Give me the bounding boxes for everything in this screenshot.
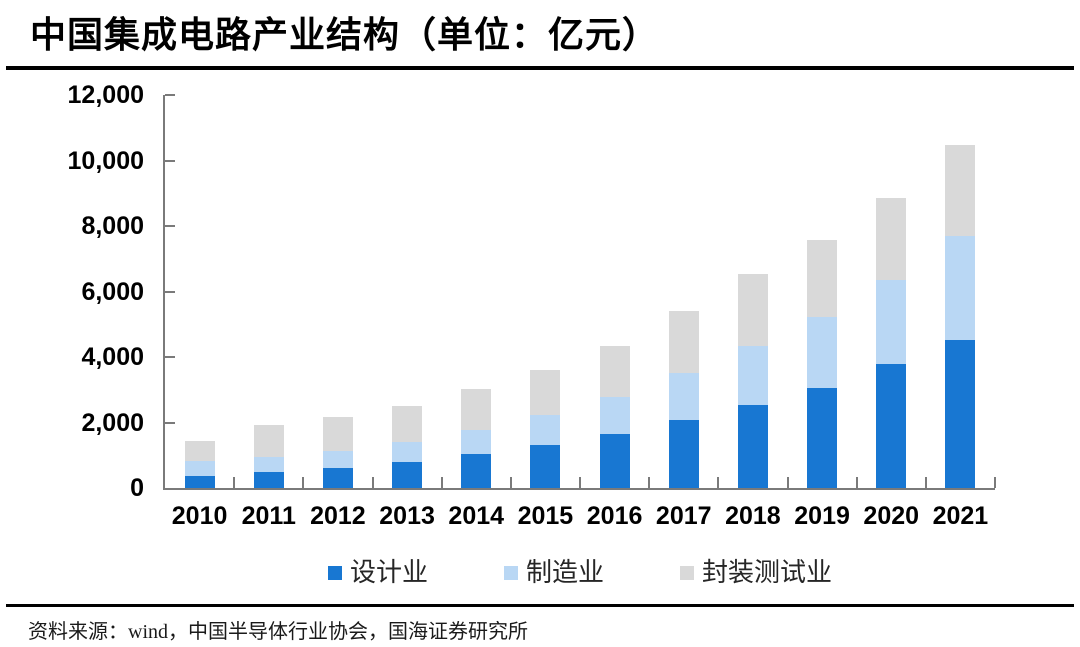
bar-segment-制造业-2012 (322, 451, 353, 468)
x-axis-tick (371, 477, 374, 488)
x-axis-tick (855, 477, 858, 488)
x-axis-tick (233, 477, 236, 488)
y-axis-tick-label: 12,000 (67, 81, 144, 109)
x-axis-tick (648, 477, 651, 488)
bar-segment-封装测试业-2014 (461, 389, 492, 431)
bar-segment-制造业-2018 (737, 345, 768, 406)
y-axis-tick-label: 10,000 (67, 146, 144, 175)
x-axis-tick (509, 477, 512, 488)
y-axis-tick (165, 225, 175, 227)
x-axis-tick (579, 477, 581, 488)
x-axis-label: 2011 (241, 502, 296, 530)
x-axis-tick (924, 477, 927, 488)
bar-segment-设计业-2013 (392, 461, 423, 488)
bar-segment-制造业-2021 (945, 235, 976, 340)
y-axis-tick-label: 6,000 (81, 277, 144, 306)
bar-segment-设计业-2018 (737, 405, 768, 488)
x-axis-tick (440, 477, 443, 488)
chart-title: 中国集成电路产业结构（单位：亿元） (30, 14, 660, 55)
bar-segment-封装测试业-2013 (392, 405, 423, 442)
bar-segment-封装测试业-2021 (945, 145, 976, 236)
y-axis-tick-label: 2,000 (81, 408, 144, 437)
bar-segment-封装测试业-2011 (253, 424, 284, 457)
x-axis-tick (302, 477, 305, 488)
bar-segment-封装测试业-2010 (184, 440, 215, 462)
bar-segment-设计业-2012 (322, 467, 353, 488)
x-axis-tick (717, 477, 720, 488)
bar-segment-制造业-2019 (807, 317, 838, 388)
y-axis-tick (165, 356, 175, 358)
x-axis-label: 2020 (863, 502, 920, 530)
bar-segment-封装测试业-2017 (668, 310, 699, 373)
bar-segment-设计业-2015 (530, 444, 561, 488)
x-axis-label: 2014 (448, 502, 505, 530)
bar-segment-设计业-2020 (876, 364, 907, 488)
x-axis-tick (994, 477, 996, 488)
bar-segment-封装测试业-2019 (807, 240, 838, 318)
bar-segment-制造业-2017 (668, 372, 699, 421)
legend-label: 制造业 (525, 558, 604, 587)
legend-swatch-icon (680, 566, 694, 580)
legend-item: 设计业 (327, 558, 428, 587)
x-axis-label: 2010 (171, 502, 228, 530)
bar-segment-制造业-2020 (876, 280, 907, 365)
x-axis-label: 2012 (310, 502, 366, 530)
bar-segment-制造业-2010 (184, 461, 215, 477)
x-axis-tick (786, 477, 789, 488)
y-axis-tick (165, 94, 175, 96)
y-axis-tick (165, 421, 175, 424)
x-axis-label: 2016 (586, 502, 643, 530)
bar-segment-制造业-2013 (392, 441, 423, 462)
bar-segment-制造业-2014 (461, 430, 492, 454)
legend-item: 制造业 (503, 558, 604, 587)
x-axis-label: 2015 (517, 502, 574, 530)
x-axis-label: 2013 (379, 502, 435, 530)
legend-label: 设计业 (349, 558, 428, 587)
y-axis-line (163, 95, 165, 490)
y-axis-tick (165, 290, 175, 293)
bar-segment-设计业-2016 (599, 434, 630, 488)
bar-segment-制造业-2011 (253, 456, 284, 473)
legend-item: 封装测试业 (680, 560, 832, 586)
footer-divider-line (6, 604, 1074, 607)
title-divider-line (6, 66, 1074, 70)
bar-segment-制造业-2016 (599, 397, 630, 435)
bar-segment-封装测试业-2015 (530, 369, 561, 416)
legend-swatch-icon (327, 566, 342, 580)
bar-segment-封装测试业-2012 (322, 417, 353, 452)
bar-segment-设计业-2011 (253, 472, 284, 488)
legend-swatch-icon (503, 566, 518, 580)
legend-label: 封装测试业 (702, 558, 833, 587)
bar-segment-设计业-2014 (461, 453, 492, 488)
x-axis-line (163, 488, 995, 490)
source-note: 资料来源：wind，中国半导体行业协会，国海证券研究所 (28, 621, 528, 643)
y-axis-tick-label: 4,000 (81, 343, 144, 371)
x-axis-label: 2018 (725, 502, 781, 530)
y-axis-tick-label: 0 (130, 474, 144, 502)
bar-segment-设计业-2019 (807, 387, 838, 488)
bar-segment-封装测试业-2018 (737, 274, 768, 346)
chart-legend: 设计业 制造业 封装测试业 (165, 558, 995, 588)
x-axis-label: 2021 (932, 502, 989, 530)
x-axis-label: 2017 (655, 502, 712, 530)
bar-segment-设计业-2010 (184, 476, 215, 488)
y-axis-tick (165, 159, 175, 162)
x-axis-label: 2019 (794, 502, 850, 530)
bar-segment-封装测试业-2020 (876, 198, 907, 281)
bar-segment-封装测试业-2016 (599, 346, 630, 398)
bar-segment-设计业-2021 (945, 340, 976, 488)
bar-segment-制造业-2015 (530, 415, 561, 445)
y-axis-tick-label: 8,000 (81, 212, 144, 240)
bar-segment-设计业-2017 (668, 420, 699, 488)
